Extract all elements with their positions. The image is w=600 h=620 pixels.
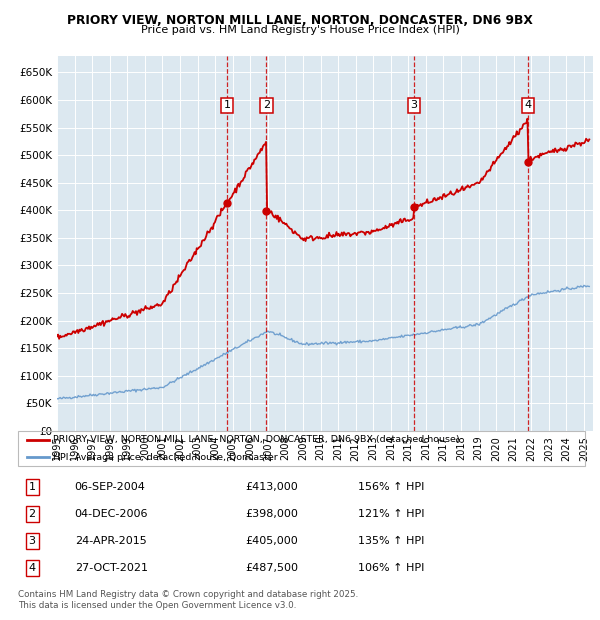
Text: £398,000: £398,000 <box>245 509 298 519</box>
Text: 1: 1 <box>224 100 230 110</box>
Text: £487,500: £487,500 <box>245 563 298 574</box>
Text: 156% ↑ HPI: 156% ↑ HPI <box>358 482 425 492</box>
Text: PRIORY VIEW, NORTON MILL LANE, NORTON, DONCASTER, DN6 9BX (detached house): PRIORY VIEW, NORTON MILL LANE, NORTON, D… <box>53 435 460 445</box>
Text: 106% ↑ HPI: 106% ↑ HPI <box>358 563 425 574</box>
Text: PRIORY VIEW, NORTON MILL LANE, NORTON, DONCASTER, DN6 9BX: PRIORY VIEW, NORTON MILL LANE, NORTON, D… <box>67 14 533 27</box>
Text: 1: 1 <box>29 482 35 492</box>
Text: £405,000: £405,000 <box>245 536 298 546</box>
Text: 4: 4 <box>524 100 532 110</box>
Text: 04-DEC-2006: 04-DEC-2006 <box>75 509 148 519</box>
Text: 121% ↑ HPI: 121% ↑ HPI <box>358 509 425 519</box>
Text: 24-APR-2015: 24-APR-2015 <box>75 536 146 546</box>
Text: HPI: Average price, detached house, Doncaster: HPI: Average price, detached house, Donc… <box>53 453 278 462</box>
Text: 27-OCT-2021: 27-OCT-2021 <box>75 563 148 574</box>
Text: 2: 2 <box>29 509 36 519</box>
Text: Contains HM Land Registry data © Crown copyright and database right 2025.
This d: Contains HM Land Registry data © Crown c… <box>18 590 358 609</box>
Text: Price paid vs. HM Land Registry's House Price Index (HPI): Price paid vs. HM Land Registry's House … <box>140 25 460 35</box>
Text: 3: 3 <box>410 100 417 110</box>
Text: 06-SEP-2004: 06-SEP-2004 <box>75 482 146 492</box>
Text: 3: 3 <box>29 536 35 546</box>
Text: £413,000: £413,000 <box>245 482 298 492</box>
Text: 135% ↑ HPI: 135% ↑ HPI <box>358 536 425 546</box>
Text: 2: 2 <box>263 100 270 110</box>
Text: 4: 4 <box>29 563 36 574</box>
